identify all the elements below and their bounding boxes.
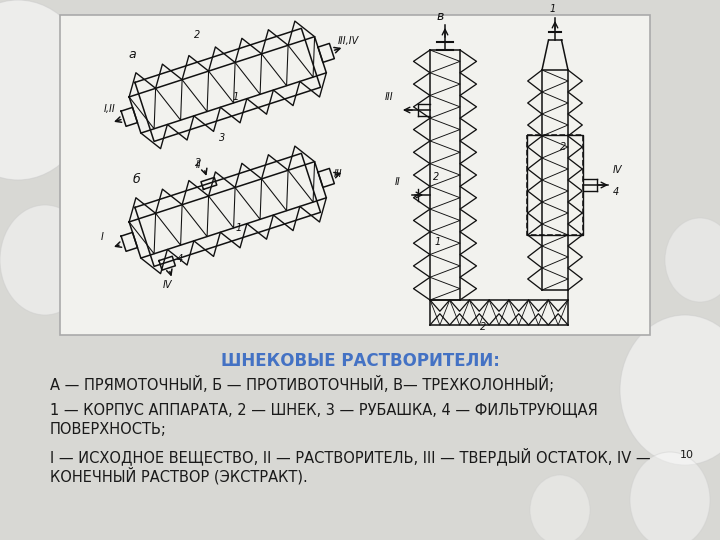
Text: I,II: I,II	[104, 104, 115, 113]
Text: III: III	[334, 169, 343, 179]
Text: 10: 10	[680, 450, 694, 460]
Ellipse shape	[530, 475, 590, 540]
Ellipse shape	[0, 205, 90, 315]
Text: А — ПРЯМОТОЧНЫЙ, Б — ПРОТИВОТОЧНЫЙ, В— ТРЕХКОЛОННЫЙ;: А — ПРЯМОТОЧНЫЙ, Б — ПРОТИВОТОЧНЫЙ, В— Т…	[50, 376, 554, 393]
Text: б: б	[132, 173, 140, 186]
Text: 4: 4	[613, 187, 619, 197]
Bar	[527, 135, 583, 235]
Text: III: III	[385, 92, 394, 102]
Text: 2: 2	[560, 142, 566, 152]
Text: 2: 2	[194, 30, 200, 40]
Text: 1: 1	[233, 92, 239, 102]
Text: в: в	[437, 10, 444, 23]
Text: 1 — КОРПУС АППАРАТА, 2 — ШНЕК, 3 — РУБАШКА, 4 — ФИЛЬТРУЮЩАЯ: 1 — КОРПУС АППАРАТА, 2 — ШНЕК, 3 — РУБАШ…	[50, 402, 598, 417]
Text: ПОВЕРХНОСТЬ;: ПОВЕРХНОСТЬ;	[50, 422, 167, 437]
Text: КОНЕЧНЫЙ РАСТВОР (ЭКСТРАКТ).: КОНЕЧНЫЙ РАСТВОР (ЭКСТРАКТ).	[50, 467, 307, 484]
Text: а: а	[128, 48, 136, 61]
Text: 2: 2	[480, 322, 486, 332]
Text: IV: IV	[163, 280, 172, 290]
Bar	[527, 135, 583, 235]
Ellipse shape	[620, 315, 720, 465]
Ellipse shape	[0, 0, 93, 180]
Text: 4: 4	[177, 254, 184, 264]
Text: 1: 1	[236, 222, 242, 233]
Text: 1: 1	[550, 4, 557, 14]
Bar	[60, 15, 650, 335]
Text: 3: 3	[219, 133, 225, 144]
Ellipse shape	[665, 218, 720, 302]
Text: II: II	[395, 177, 401, 187]
Ellipse shape	[630, 452, 710, 540]
Text: 2: 2	[433, 172, 439, 182]
Text: I — ИСХОДНОЕ ВЕЩЕСТВО, II — РАСТВОРИТЕЛЬ, III — ТВЕРДЫЙ ОСТАТОК, IV —: I — ИСХОДНОЕ ВЕЩЕСТВО, II — РАСТВОРИТЕЛЬ…	[50, 447, 651, 465]
Text: 2: 2	[195, 158, 202, 168]
Text: II: II	[195, 160, 201, 170]
Text: IV: IV	[613, 165, 623, 175]
Text: III,IV: III,IV	[338, 36, 359, 46]
Text: I: I	[101, 232, 104, 242]
Text: 1: 1	[435, 237, 441, 247]
Text: ШНЕКОВЫЕ РАСТВОРИТЕЛИ:: ШНЕКОВЫЕ РАСТВОРИТЕЛИ:	[220, 352, 500, 370]
